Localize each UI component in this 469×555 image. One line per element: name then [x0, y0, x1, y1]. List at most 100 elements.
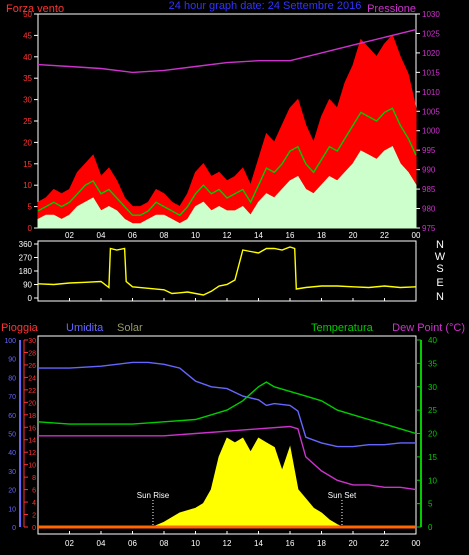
- compass-letter: N: [436, 239, 444, 251]
- wind-x-tick-label: 10: [191, 231, 200, 240]
- wind-avg-line: [37, 107, 417, 217]
- wind-x-tick-label: 00: [412, 231, 421, 240]
- bottom-x-tick-label: 16: [286, 539, 295, 548]
- rain-tick-label: 14: [28, 438, 36, 445]
- bottom-x-tick-label: 18: [317, 539, 326, 548]
- wind-panel: 0510152025303540455097598098599099510001…: [23, 10, 440, 240]
- rain-tick-label: 28: [28, 350, 36, 357]
- chart-title: 24 hour graph date: 24 Settembre 2016: [169, 0, 362, 12]
- humidity-tick-label: 60: [8, 413, 16, 420]
- temperature-tick-label: 30: [428, 383, 437, 392]
- humidity-tick-label: 80: [8, 375, 16, 382]
- wind-x-tick-label: 02: [65, 231, 74, 240]
- wind-left-tick-label: 40: [23, 53, 32, 62]
- wind-left-tick-label: 35: [23, 74, 32, 83]
- humidity-tick-label: 100: [4, 338, 16, 345]
- pressure-right-tick-label: 985: [422, 185, 436, 194]
- rain-tick-label: 2: [32, 513, 36, 520]
- wind-x-tick-label: 14: [254, 231, 263, 240]
- temperature-tick-label: 10: [428, 476, 437, 485]
- rain-tick-label: 24: [28, 375, 36, 382]
- wind-left-tick-label: 50: [23, 10, 32, 19]
- humidity-axis-title: Umidita: [66, 322, 104, 334]
- temperature-tick-label: 15: [428, 453, 437, 462]
- temperature-tick-label: 0: [428, 523, 433, 532]
- rain-tick-label: 0: [32, 525, 36, 532]
- temperature-tick-label: 25: [428, 406, 437, 415]
- bottom-x-tick-label: 12: [223, 539, 232, 548]
- weather-bottom-panel: 0102030405060708090100024681012141618202…: [4, 336, 437, 548]
- wind-left-tick-label: 30: [23, 96, 32, 105]
- wind-x-tick-label: 16: [286, 231, 295, 240]
- compass-letter: S: [436, 263, 443, 275]
- bottom-x-tick-label: 10: [191, 539, 200, 548]
- compass-letter: E: [436, 277, 443, 289]
- wind-x-tick-label: 06: [128, 231, 137, 240]
- bottom-x-tick-label: 08: [160, 539, 169, 548]
- humidity-tick-label: 70: [8, 394, 16, 401]
- dew-point-line: [38, 425, 417, 491]
- pressure-right-tick-label: 975: [422, 224, 436, 233]
- pressure-right-tick-label: 1020: [422, 49, 440, 58]
- solar-axis-title: Solar: [117, 322, 143, 334]
- sun-annotation: Sun Rise: [137, 491, 170, 500]
- bottom-x-tick-label: 22: [380, 539, 389, 548]
- pressure-right-tick-label: 1000: [422, 127, 440, 136]
- temperature-tick-label: 20: [428, 430, 437, 439]
- direction-left-tick-label: 270: [19, 254, 33, 263]
- temperature-tick-label: 35: [428, 359, 437, 368]
- compass-letter: W: [435, 251, 446, 263]
- humidity-tick-label: 30: [8, 469, 16, 476]
- bottom-x-tick-label: 02: [65, 539, 74, 548]
- dew-point-axis-title: Dew Point (°C): [392, 322, 465, 334]
- pressure-right-tick-label: 1030: [422, 10, 440, 19]
- bottom-x-tick-label: 20: [349, 539, 358, 548]
- rain-tick-label: 18: [28, 413, 36, 420]
- temperature-tick-label: 40: [428, 336, 437, 345]
- wind-x-tick-label: 20: [349, 231, 358, 240]
- direction-left-tick-label: 180: [19, 267, 33, 276]
- rain-tick-label: 6: [32, 488, 36, 495]
- rain-axis-title: Pioggia: [1, 322, 39, 334]
- rain-tick-label: 20: [28, 400, 36, 407]
- wind-x-tick-label: 18: [317, 231, 326, 240]
- solar-area: [152, 437, 343, 528]
- wind-x-tick-label: 04: [97, 231, 106, 240]
- bottom-x-tick-label: 14: [254, 539, 263, 548]
- temperature-axis-title: Temperatura: [311, 322, 374, 334]
- rain-tick-label: 30: [28, 338, 36, 345]
- direction-panel-frame: [37, 240, 417, 302]
- wind-gust-area: [37, 34, 417, 229]
- wind-x-tick-label: 12: [223, 231, 232, 240]
- humidity-tick-label: 10: [8, 506, 16, 513]
- pressure-right-tick-label: 990: [422, 166, 436, 175]
- wind-left-tick-label: 45: [23, 31, 32, 40]
- wind-left-tick-label: 15: [23, 160, 32, 169]
- pressure-right-tick-label: 1010: [422, 88, 440, 97]
- pressure-right-tick-label: 1015: [422, 68, 440, 77]
- humidity-tick-label: 0: [12, 525, 16, 532]
- wind-left-tick-label: 5: [28, 203, 33, 212]
- rain-tick-label: 26: [28, 363, 36, 370]
- wind-left-tick-label: 20: [23, 138, 32, 147]
- bottom-x-tick-label: 06: [128, 539, 137, 548]
- bottom-x-tick-label: 04: [97, 539, 106, 548]
- wind-x-tick-label: 08: [160, 231, 169, 240]
- wind-left-tick-label: 10: [23, 181, 32, 190]
- rain-tick-label: 16: [28, 425, 36, 432]
- sun-annotation: Sun Set: [328, 491, 357, 500]
- temperature-tick-label: 5: [428, 500, 433, 509]
- pressure-right-tick-label: 995: [422, 146, 436, 155]
- direction-left-tick-label: 90: [23, 281, 32, 290]
- humidity-line: [38, 361, 416, 448]
- wind-min-area: [37, 146, 417, 229]
- pressure-right-tick-label: 1025: [422, 29, 440, 38]
- rain-tick-label: 22: [28, 388, 36, 395]
- bottom-x-tick-label: 00: [412, 539, 421, 548]
- rain-tick-label: 4: [32, 500, 36, 507]
- rain-tick-label: 12: [28, 450, 36, 457]
- humidity-tick-label: 50: [8, 432, 16, 439]
- pressure-right-tick-label: 980: [422, 205, 436, 214]
- humidity-tick-label: 40: [8, 450, 16, 457]
